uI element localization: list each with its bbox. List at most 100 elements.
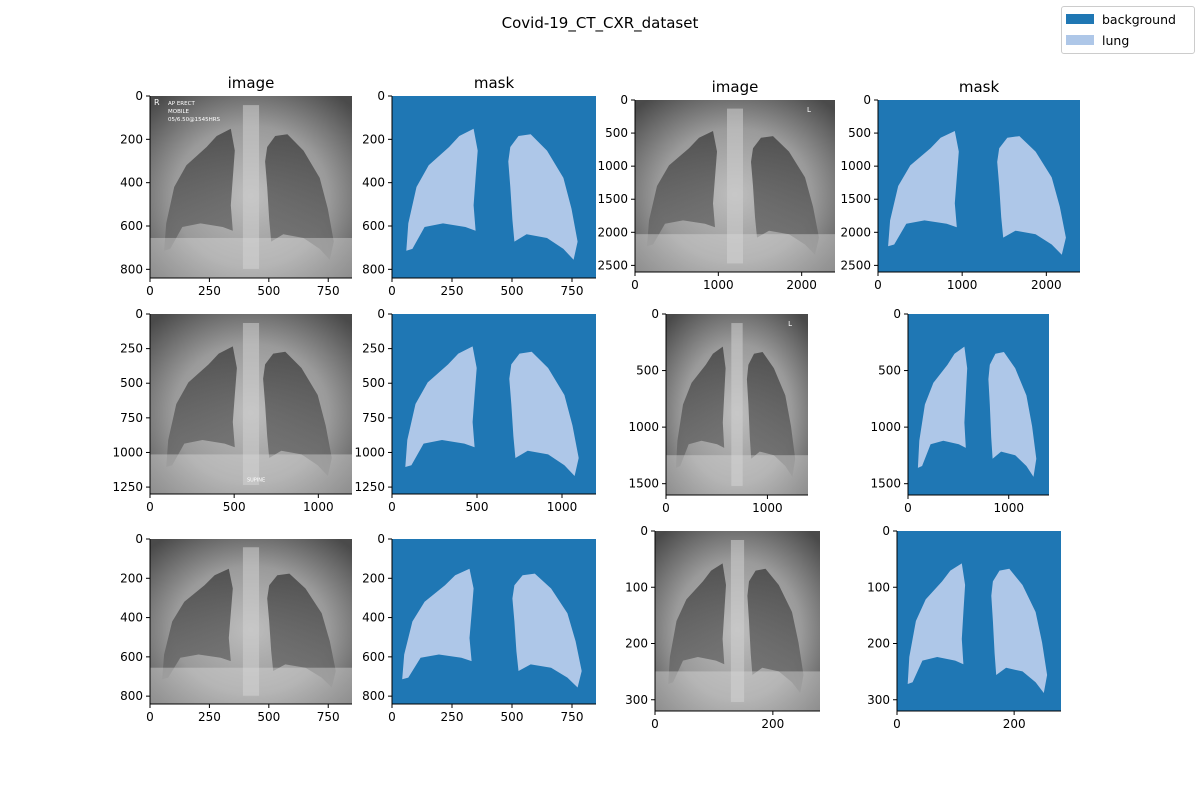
- x-tick-label: 250: [198, 710, 221, 724]
- y-tick-label: 2000: [597, 225, 628, 239]
- xray-abdomen: [666, 455, 808, 495]
- x-tick-label: 0: [388, 710, 396, 724]
- y-tick-label: 0: [651, 307, 659, 321]
- mask-right-lung: [997, 136, 1066, 255]
- y-tick-label: 0: [893, 307, 901, 321]
- y-tick-label: 250: [362, 342, 385, 356]
- xray-overlay-text: L: [788, 320, 792, 328]
- xray-overlay-text: R: [154, 98, 160, 107]
- x-tick-label: 200: [761, 717, 784, 731]
- x-tick-label: 2000: [786, 278, 817, 292]
- y-tick-label: 400: [362, 176, 385, 190]
- xray-spine: [242, 547, 260, 696]
- xray-right-lung: [263, 351, 332, 476]
- mask-left-lung: [907, 563, 966, 684]
- xray-right-lung: [751, 136, 819, 255]
- x-tick-label: 0: [651, 717, 659, 731]
- y-tick-label: 1500: [840, 192, 871, 206]
- y-tick-label: 0: [135, 532, 143, 546]
- y-tick-label: 0: [640, 524, 648, 538]
- y-tick-label: 1250: [112, 480, 143, 494]
- legend-item-background: background: [1066, 9, 1176, 29]
- y-tick-label: 600: [362, 650, 385, 664]
- x-tick-label: 1000: [993, 501, 1024, 515]
- y-tick-label: 300: [625, 693, 648, 707]
- mask-left-lung: [917, 346, 968, 468]
- y-tick-label: 2000: [840, 225, 871, 239]
- xray-overlay-text: L: [807, 106, 811, 114]
- xray-right-lung: [265, 134, 334, 260]
- x-tick-label: 500: [257, 284, 280, 298]
- x-tick-label: 500: [257, 710, 280, 724]
- y-tick-label: 800: [120, 689, 143, 703]
- xray-left-lung: [668, 563, 726, 684]
- y-tick-label: 500: [848, 126, 871, 140]
- y-tick-label: 1000: [628, 420, 659, 434]
- y-tick-label: 400: [120, 176, 143, 190]
- x-tick-label: 0: [146, 284, 154, 298]
- y-tick-label: 100: [867, 580, 890, 594]
- y-tick-label: 500: [362, 376, 385, 390]
- y-tick-label: 300: [867, 693, 890, 707]
- y-tick-label: 400: [362, 611, 385, 625]
- y-tick-label: 800: [362, 262, 385, 276]
- panel-title: mask: [959, 78, 1000, 96]
- x-tick-label: 0: [662, 501, 670, 515]
- mask-right-lung: [988, 352, 1037, 477]
- y-tick-label: 600: [362, 219, 385, 233]
- y-tick-label: 200: [625, 637, 648, 651]
- y-tick-label: 0: [377, 307, 385, 321]
- x-tick-label: 200: [1003, 717, 1026, 731]
- x-tick-label: 250: [441, 284, 464, 298]
- y-tick-label: 1000: [840, 159, 871, 173]
- y-tick-label: 1500: [870, 477, 901, 491]
- y-tick-label: 500: [636, 364, 659, 378]
- y-tick-label: 0: [135, 307, 143, 321]
- mask-left-lung: [406, 128, 478, 251]
- x-tick-label: 1000: [752, 501, 783, 515]
- y-tick-label: 0: [377, 89, 385, 103]
- x-tick-label: 250: [198, 284, 221, 298]
- x-tick-label: 0: [146, 500, 154, 514]
- y-tick-label: 500: [878, 364, 901, 378]
- legend: background lung: [1061, 6, 1195, 54]
- mask-right-lung: [509, 351, 579, 476]
- x-tick-label: 1000: [547, 500, 578, 514]
- y-tick-label: 200: [362, 571, 385, 585]
- xray-overlay-text: AP ERECT: [168, 101, 195, 107]
- x-tick-label: 500: [501, 284, 524, 298]
- y-tick-label: 500: [120, 376, 143, 390]
- panel-11-image: 0 200 0 100 200 300: [625, 524, 820, 731]
- mask-left-lung: [888, 131, 959, 247]
- x-tick-label: 0: [904, 501, 912, 515]
- panel-8-mask: 0 1000 0 500 1000 1500: [870, 307, 1049, 515]
- panel-12-mask: 0 200 0 100 200 300: [867, 524, 1061, 731]
- y-tick-label: 1500: [597, 192, 628, 206]
- y-tick-label: 0: [135, 89, 143, 103]
- y-tick-label: 200: [867, 637, 890, 651]
- xray-left-lung: [647, 131, 717, 247]
- xray-abdomen: [150, 237, 352, 278]
- y-tick-label: 200: [120, 132, 143, 146]
- xray-spine: [242, 105, 260, 269]
- xray-spine: [242, 323, 260, 485]
- y-tick-label: 1500: [628, 477, 659, 491]
- mask-left-lung: [405, 346, 477, 467]
- x-tick-label: 1000: [303, 500, 334, 514]
- y-tick-label: 0: [620, 93, 628, 107]
- x-tick-label: 0: [874, 278, 882, 292]
- mask-right-lung: [512, 573, 582, 688]
- panel-10-mask: 0 250 500 750 0 200 400 600 800: [362, 532, 596, 724]
- y-tick-label: 0: [882, 524, 890, 538]
- xray-left-lung: [164, 128, 235, 251]
- panel-4-mask: mask 0 1000 2000 0 500 1000 1500 2000 2500: [840, 78, 1080, 292]
- x-tick-label: 750: [561, 710, 584, 724]
- xray-left-lung: [166, 346, 237, 467]
- x-tick-label: 750: [317, 710, 340, 724]
- x-tick-label: 0: [146, 710, 154, 724]
- mask-left-lung: [402, 568, 474, 680]
- legend-label-lung: lung: [1102, 32, 1130, 48]
- y-tick-label: 200: [120, 571, 143, 585]
